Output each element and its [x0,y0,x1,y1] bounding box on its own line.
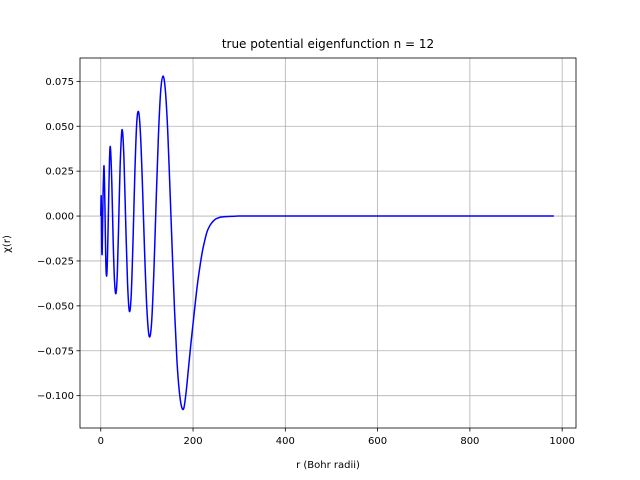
plot-frame [79,57,577,429]
y-axis-label: χ(r) [2,235,13,253]
y-tick-label: 0.025 [45,167,74,178]
x-axis-label: r (Bohr radii) [296,460,360,471]
chart-title: true potential eigenfunction n = 12 [222,37,434,51]
series-layer [100,75,554,411]
y-tick-label: −0.050 [37,301,74,312]
x-tick-label: 400 [276,436,295,447]
ticks: 0 200 400 600 800 1000 −0.100 −0.075 −0.050 −0.02… [37,77,575,447]
x-tick-label: 200 [183,436,202,447]
y-tick-label: 0.050 [45,122,74,133]
x-tick-label: 800 [460,436,479,447]
y-tick-label: 0.075 [45,77,74,88]
x-tick-label: 0 [98,436,104,447]
y-tick-label: −0.100 [37,391,74,402]
y-tick-label: −0.075 [37,346,74,357]
x-tick-label: 1000 [549,436,574,447]
grid [80,58,576,428]
x-tick-label: 600 [368,436,387,447]
y-tick-label: 0.000 [45,212,74,223]
series-line [100,75,554,411]
y-tick-label: −0.025 [37,256,74,267]
